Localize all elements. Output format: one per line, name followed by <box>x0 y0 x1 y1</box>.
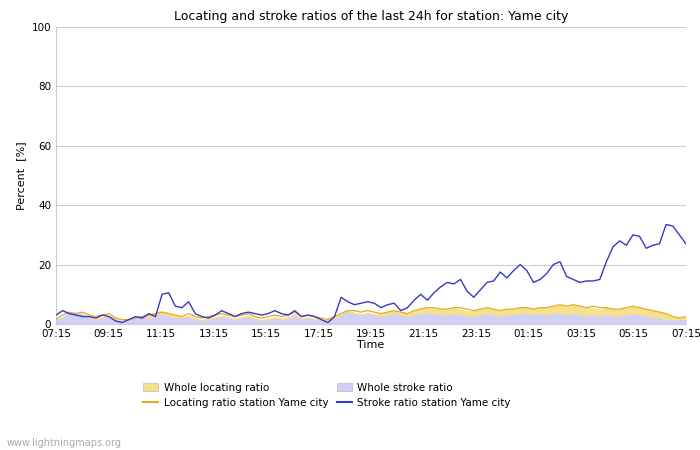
X-axis label: Time: Time <box>358 340 384 350</box>
Legend: Whole locating ratio, Locating ratio station Yame city, Whole stroke ratio, Stro: Whole locating ratio, Locating ratio sta… <box>143 382 511 408</box>
Text: www.lightningmaps.org: www.lightningmaps.org <box>7 438 122 448</box>
Y-axis label: Percent  [%]: Percent [%] <box>16 141 26 210</box>
Title: Locating and stroke ratios of the last 24h for station: Yame city: Locating and stroke ratios of the last 2… <box>174 10 568 23</box>
